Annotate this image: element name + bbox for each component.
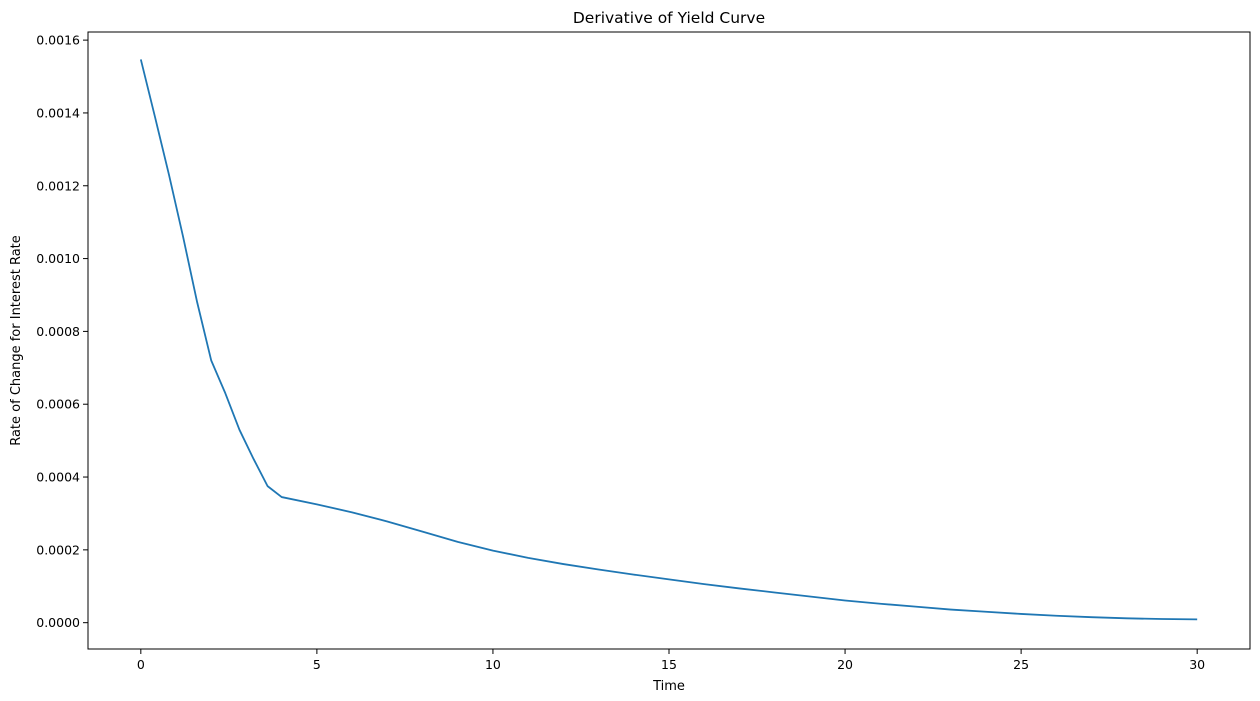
chart-title: Derivative of Yield Curve bbox=[573, 9, 765, 27]
y-tick-label: 0.0010 bbox=[36, 251, 80, 266]
x-tick-label: 30 bbox=[1189, 657, 1205, 672]
x-tick-label: 20 bbox=[837, 657, 853, 672]
y-tick-label: 0.0014 bbox=[36, 105, 80, 120]
y-tick-label: 0.0012 bbox=[36, 178, 80, 193]
x-tick-label: 0 bbox=[137, 657, 145, 672]
y-axis-ticks: 0.0000 0.0002 0.0004 0.0006 0.0008 0.0010 0.00… bbox=[36, 33, 88, 630]
y-tick-label: 0.0008 bbox=[36, 324, 80, 339]
x-axis-ticks: 0 5 10 15 20 25 30 bbox=[137, 649, 1205, 672]
plot-frame bbox=[87, 31, 1251, 650]
plot-area bbox=[139, 59, 1198, 621]
x-tick-label: 25 bbox=[1013, 657, 1029, 672]
y-axis-label: Rate of Change for Interest Rate bbox=[9, 235, 24, 446]
x-axis-label: Time bbox=[652, 679, 685, 694]
y-tick-label: 0.0004 bbox=[36, 470, 80, 485]
y-tick-label: 0.0000 bbox=[36, 615, 80, 630]
y-tick-label: 0.0016 bbox=[36, 33, 80, 48]
x-tick-label: 15 bbox=[661, 657, 677, 672]
y-tick-label: 0.0002 bbox=[36, 542, 80, 557]
x-tick-label: 10 bbox=[485, 657, 501, 672]
y-tick-label: 0.0006 bbox=[36, 397, 80, 412]
series-line-0 bbox=[139, 59, 1198, 621]
x-tick-label: 5 bbox=[313, 657, 321, 672]
